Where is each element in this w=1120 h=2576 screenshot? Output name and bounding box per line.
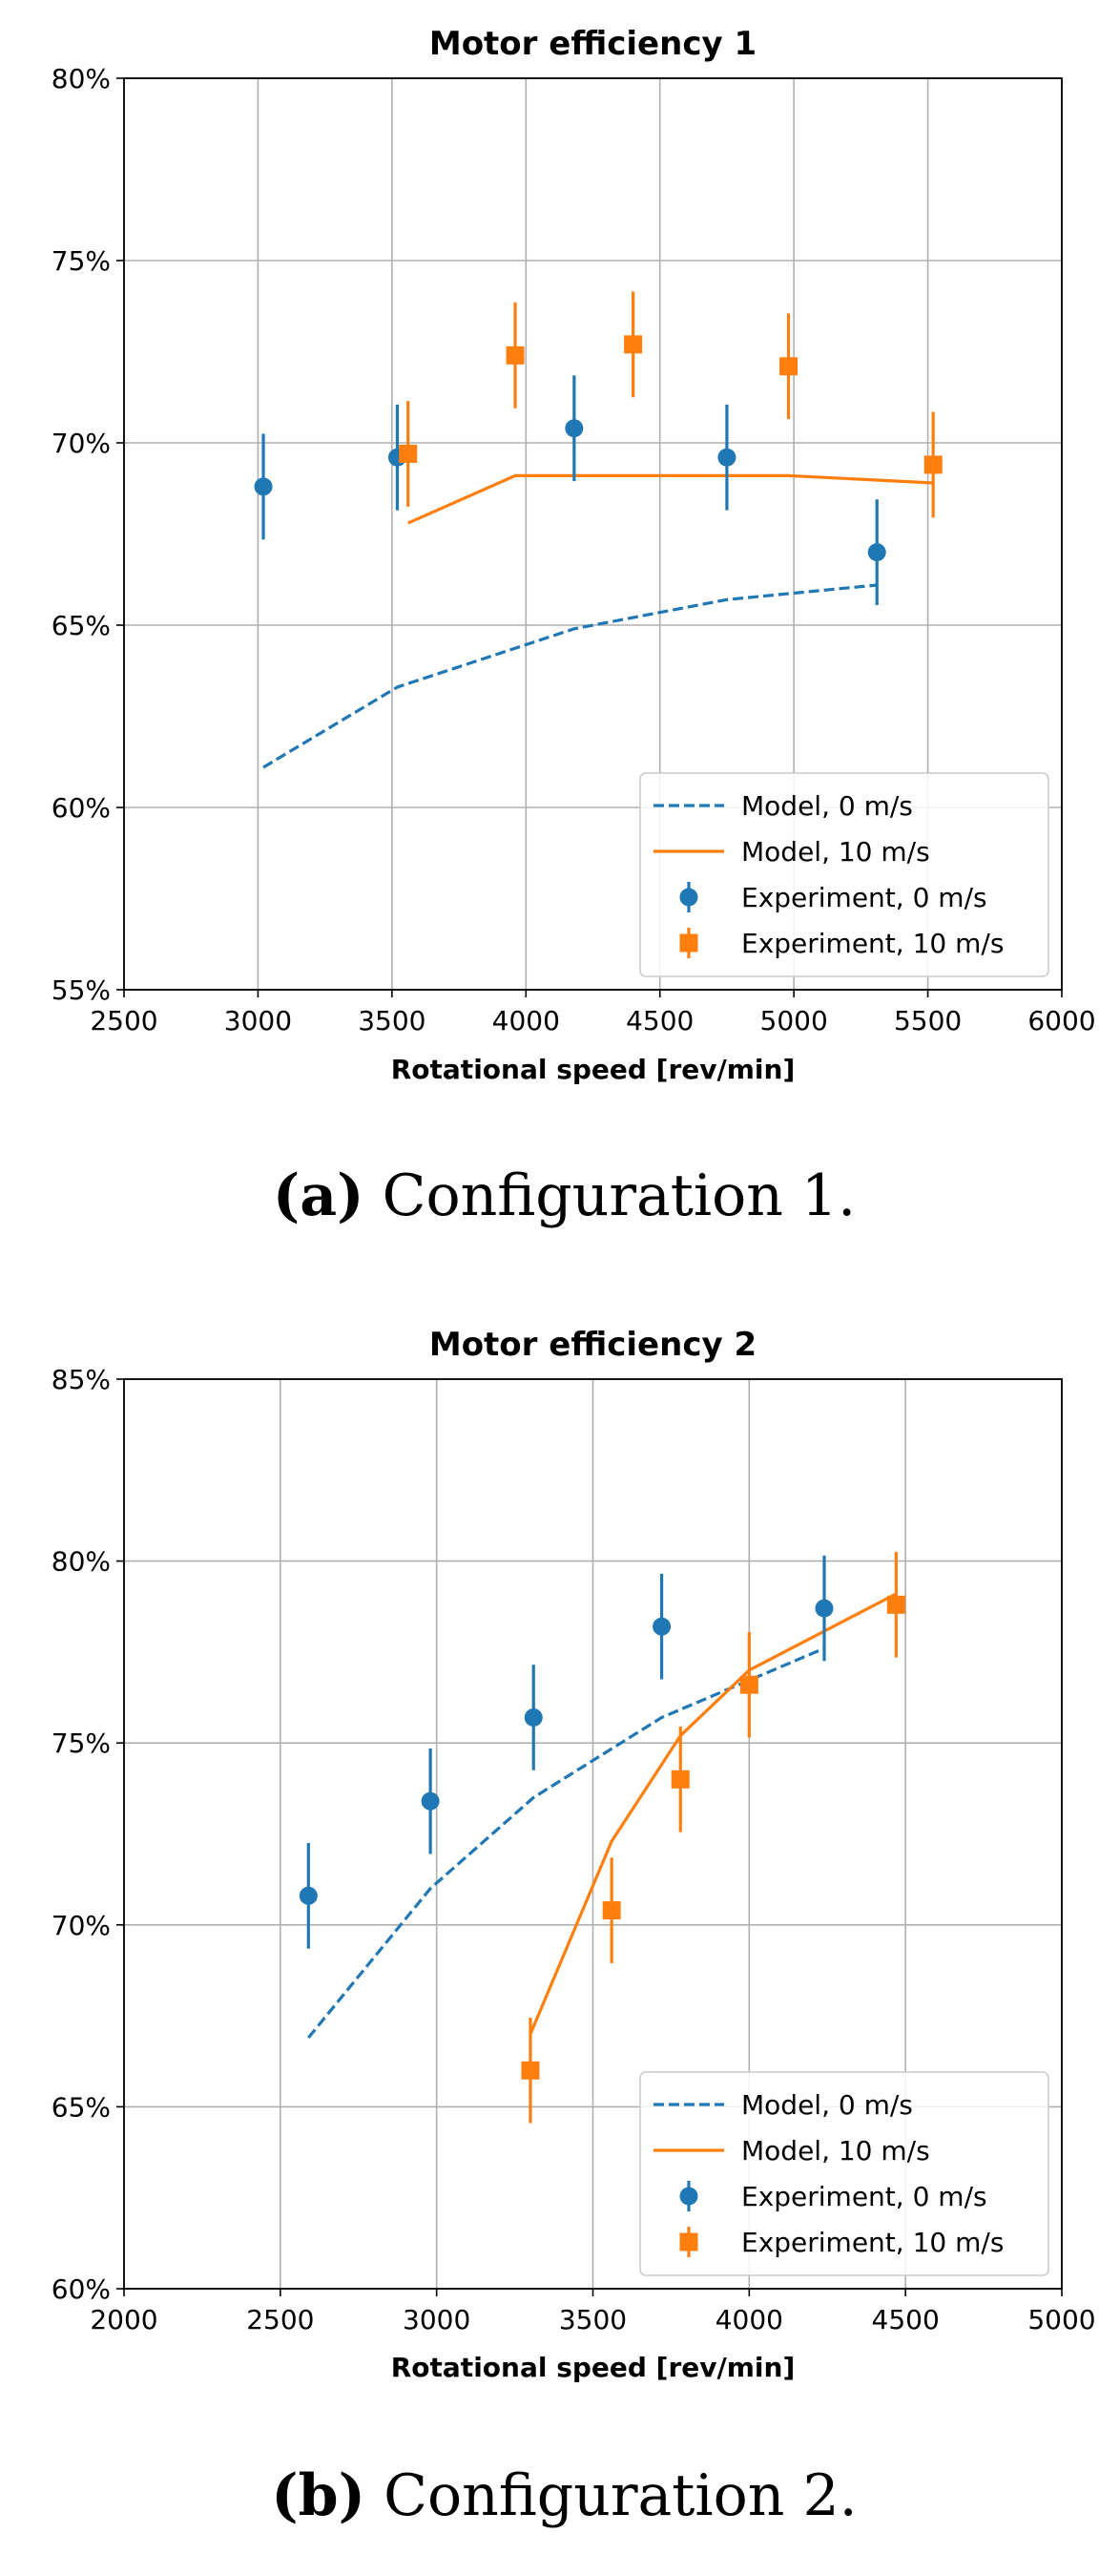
y-tick-label: 65% <box>52 2091 111 2123</box>
legend-label: Experiment, 10 m/s <box>741 2227 1004 2258</box>
y-tick-label: 60% <box>52 2273 111 2305</box>
legend-label: Model, 10 m/s <box>741 2135 930 2167</box>
x-tick-label: 3000 <box>224 1005 292 1037</box>
x-tick-label: 4000 <box>492 1005 560 1037</box>
series-experiment-0-m-s <box>299 1555 834 1949</box>
data-point-circle <box>299 1886 318 1905</box>
data-point-square <box>399 444 418 463</box>
x-tick-label: 2000 <box>90 2304 157 2335</box>
series-model-0-m-s <box>307 1646 825 2039</box>
legend-label: Experiment, 10 m/s <box>741 928 1004 959</box>
legend-marker-square <box>679 933 698 953</box>
chart-2: 2000 2500 3000 3500 4000 4500 5000 60% 65% 70% 75%… <box>52 1326 1096 2529</box>
data-point-square <box>521 2061 540 2080</box>
figure-caption: (b) Configuration 2. <box>271 2462 857 2529</box>
chart-title: Motor efficiency 2 <box>429 1326 757 1364</box>
model-line-solid <box>407 473 934 525</box>
y-tick-label: 65% <box>52 610 111 641</box>
x-tick-label: 3500 <box>559 2304 627 2335</box>
series-model-10-m-s <box>407 473 934 525</box>
y-tick-label: 80% <box>52 1546 111 1578</box>
x-tick-label: 5000 <box>1027 2304 1095 2335</box>
legend-label: Model, 0 m/s <box>741 790 913 822</box>
legend-box <box>639 772 1049 977</box>
y-tick-label: 60% <box>52 792 111 824</box>
data-point-square <box>739 1675 758 1694</box>
x-tick-label: 3000 <box>403 2304 470 2335</box>
legend-marker-square <box>679 2232 698 2251</box>
x-tick-label: 5500 <box>894 1005 962 1037</box>
legend-label: Experiment, 0 m/s <box>741 882 987 913</box>
legend-label: Model, 10 m/s <box>741 836 930 868</box>
data-point-circle <box>565 419 584 438</box>
series-experiment-10-m-s <box>521 1552 905 2124</box>
data-point-square <box>602 1901 621 1920</box>
x-tick-label: 5000 <box>760 1005 828 1037</box>
data-point-circle <box>815 1599 834 1618</box>
x-tick-label: 3500 <box>358 1005 425 1037</box>
x-axis-label: Rotational speed [rev/min] <box>391 2352 796 2383</box>
x-tick-label: 6000 <box>1027 1005 1095 1037</box>
legend: Model, 0 m/s Model, 10 m/s Experiment, 0 m… <box>639 2071 1049 2276</box>
legend: Model, 0 m/s Model, 10 m/s Experiment, 0 m… <box>639 772 1049 977</box>
x-tick-label: 2500 <box>246 2304 314 2335</box>
y-tick-label: 70% <box>52 1910 111 1941</box>
data-point-square <box>624 335 643 354</box>
y-tick-label: 55% <box>52 974 111 1006</box>
caption-label: (b) <box>271 2462 365 2529</box>
x-tick-label: 4500 <box>626 1005 694 1037</box>
caption-label: (a) <box>273 1162 364 1229</box>
data-point-square <box>779 357 799 376</box>
model-line-dashed <box>307 1646 825 2039</box>
chart-title: Motor efficiency 1 <box>429 25 757 63</box>
data-point-square <box>923 455 943 474</box>
model-line-dashed <box>262 583 878 769</box>
y-tick-label: 80% <box>52 63 111 94</box>
caption-text: Configuration 1. <box>364 1162 857 1229</box>
data-point-square <box>506 346 525 365</box>
data-point-square <box>671 1770 690 1789</box>
data-point-square <box>886 1595 905 1614</box>
y-tick-label: 75% <box>52 245 111 277</box>
series-model-0-m-s <box>262 583 878 769</box>
data-point-circle <box>421 1791 440 1811</box>
data-point-circle <box>524 1708 543 1728</box>
data-point-circle <box>254 477 273 496</box>
data-point-circle <box>653 1617 672 1636</box>
legend-marker-circle <box>679 2187 698 2206</box>
data-point-circle <box>867 543 886 562</box>
legend-label: Model, 0 m/s <box>741 2089 913 2121</box>
caption-text: Configuration 2. <box>365 2462 858 2529</box>
legend-box <box>639 2071 1049 2276</box>
legend-label: Experiment, 0 m/s <box>741 2181 987 2212</box>
x-tick-label: 2500 <box>90 1005 157 1037</box>
legend-marker-circle <box>679 888 698 907</box>
y-tick-label: 85% <box>52 1364 111 1395</box>
axes-frame <box>123 77 1063 991</box>
y-tick-label: 70% <box>52 428 111 459</box>
chart-1: 2500 3000 3500 4000 4500 5000 5500 6000 55% 60% 65… <box>52 25 1096 1229</box>
x-tick-label: 4500 <box>872 2304 940 2335</box>
x-axis-label: Rotational speed [rev/min] <box>391 1054 796 1085</box>
figure-caption: (a) Configuration 1. <box>273 1162 856 1229</box>
x-tick-label: 4000 <box>716 2304 783 2335</box>
series-experiment-10-m-s <box>399 291 943 518</box>
data-point-circle <box>717 448 736 467</box>
y-tick-label: 75% <box>52 1728 111 1759</box>
